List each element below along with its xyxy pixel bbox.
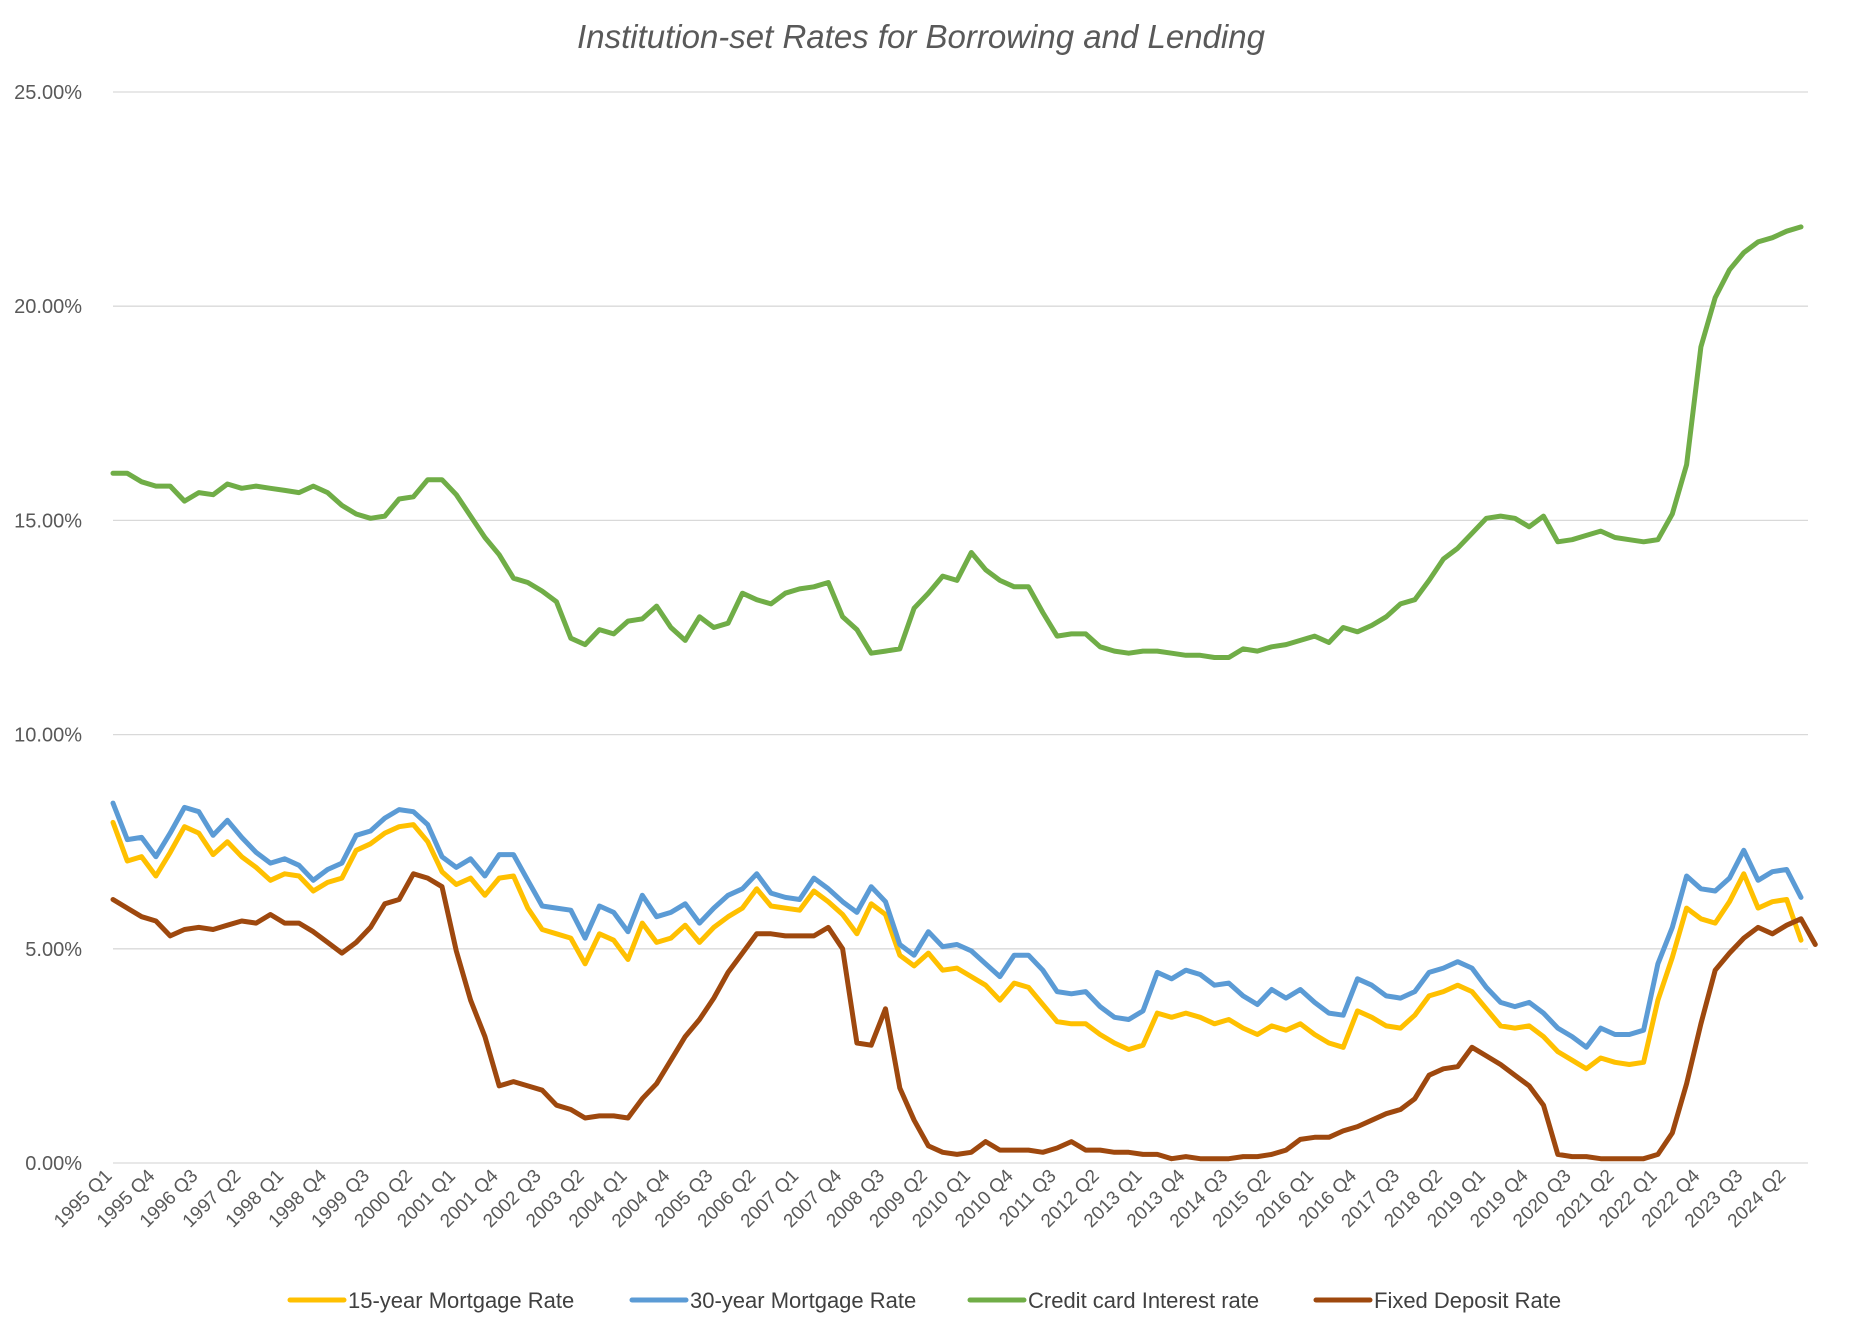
series-line-credit-card-interest-rate <box>110 224 1804 660</box>
legend-label: 30-year Mortgage Rate <box>690 1288 916 1313</box>
legend-item-15-year-mortgage-rate: 15-year Mortgage Rate <box>287 1288 574 1313</box>
legend: 15-year Mortgage Rate 30-year Mortgage Ra… <box>287 1288 1561 1313</box>
y-axis-tick-labels: 0.00% 5.00% 10.00% 15.00% 20.00% 25.00% <box>14 82 82 1175</box>
y-tick-label: 15.00% <box>14 510 82 532</box>
legend-label: 15-year Mortgage Rate <box>348 1288 574 1313</box>
series-lines <box>110 224 1818 1162</box>
legend-item-fixed-deposit-rate: Fixed Deposit Rate <box>1313 1288 1561 1313</box>
chart-title: Institution-set Rates for Borrowing and … <box>577 18 1266 55</box>
y-tick-label: 20.00% <box>14 296 82 318</box>
y-tick-label: 25.00% <box>14 82 82 104</box>
gridlines <box>113 91 1808 1164</box>
y-tick-label: 5.00% <box>25 939 82 961</box>
legend-label: Fixed Deposit Rate <box>1374 1288 1561 1313</box>
series-line-15-year-mortgage-rate <box>110 819 1804 1072</box>
y-tick-label: 10.00% <box>14 725 82 747</box>
series-line-30-year-mortgage-rate <box>110 800 1804 1050</box>
series-line-fixed-deposit-rate <box>110 871 1818 1162</box>
y-tick-label: 0.00% <box>25 1153 82 1175</box>
legend-item-30-year-mortgage-rate: 30-year Mortgage Rate <box>629 1288 916 1313</box>
legend-item-credit-card-interest-rate: Credit card Interest rate <box>967 1288 1259 1313</box>
legend-label: Credit card Interest rate <box>1028 1288 1259 1313</box>
